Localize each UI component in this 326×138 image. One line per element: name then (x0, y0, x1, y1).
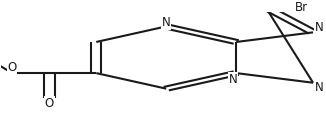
Text: N: N (162, 16, 170, 29)
Text: N: N (229, 73, 237, 86)
Text: N: N (315, 81, 323, 94)
Text: N: N (315, 21, 323, 34)
Text: Br: Br (295, 1, 308, 14)
Text: O: O (7, 61, 17, 74)
Text: O: O (45, 97, 54, 110)
